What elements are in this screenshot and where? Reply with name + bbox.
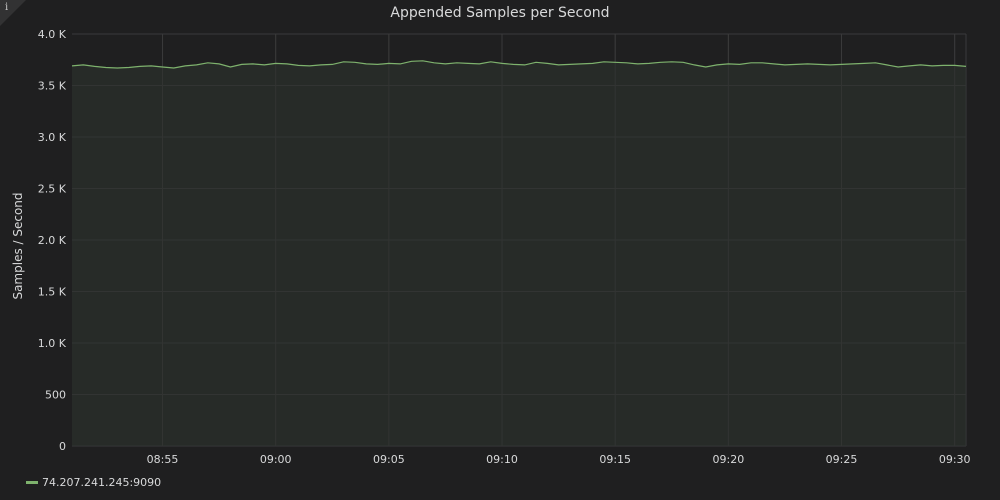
info-icon[interactable]: i [5,2,9,13]
legend-swatch[interactable] [26,481,38,484]
x-tick-labels: 08:55 09:00 09:05 09:10 09:15 09:20 09:25 09:30 [147,453,971,466]
x-tick-label: 09:20 [713,453,745,466]
x-tick-label: 09:15 [599,453,631,466]
x-tick-label: 09:25 [826,453,858,466]
x-tick-label: 09:00 [260,453,292,466]
grid-overlay [72,33,967,447]
series-area [72,60,966,447]
y-tick-label: 0 [59,440,66,453]
y-tick-label: 4.0 K [38,28,67,41]
panel-title[interactable]: Appended Samples per Second [390,5,610,21]
series-area-layer [72,60,966,447]
y-tick-label: 2.0 K [38,234,67,247]
x-tick-label: 09:30 [939,453,971,466]
y-tick-label: 3.0 K [38,131,67,144]
y-tick-label: 500 [45,389,66,402]
legend-label[interactable]: 74.207.241.245:9090 [42,476,162,489]
x-tick-label: 08:55 [147,453,179,466]
y-tick-label: 1.5 K [38,286,67,299]
series-line-layer [71,60,967,69]
x-tick-label: 09:10 [486,453,518,466]
y-tick-label: 2.5 K [38,183,67,196]
legend: 74.207.241.245:9090 [26,476,161,489]
x-tick-label: 09:05 [373,453,405,466]
y-tick-labels: 0 500 1.0 K 1.5 K 2.0 K 2.5 K 3.0 K 3.5 K 4.0 K [38,28,67,453]
y-tick-label: 3.5 K [38,80,67,93]
series-line[interactable] [71,60,967,69]
info-corner[interactable] [0,0,26,26]
y-tick-label: 1.0 K [38,337,67,350]
